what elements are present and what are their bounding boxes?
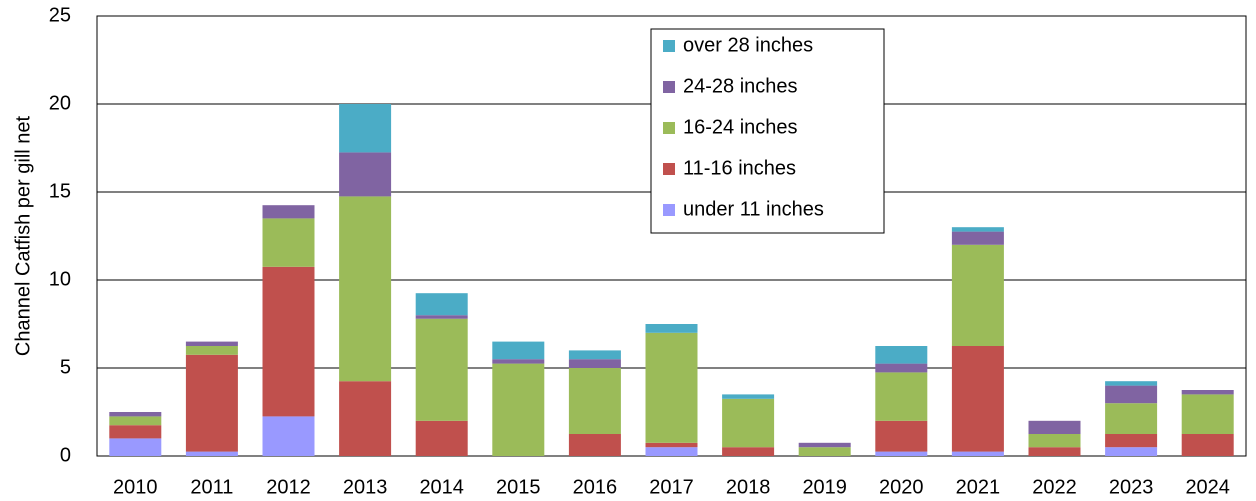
x-tick-label: 2021 [956,476,1001,498]
x-tick-label: 2015 [496,476,541,498]
x-tick-label: 2010 [113,476,158,498]
bar-segment [1105,381,1157,385]
bar-segment [569,368,621,434]
bar-segment [952,346,1004,452]
bar-segment [1182,390,1234,394]
y-axis-title: Channel Catfish per gill net [12,115,34,356]
legend-label: 11-16 inches [683,157,796,179]
x-tick-label: 2019 [802,476,847,498]
legend-swatch [663,163,675,175]
bar-segment [1105,447,1157,456]
bar-segment [339,104,391,152]
legend-swatch [663,81,675,93]
bar-segment [1182,434,1234,456]
bar-segment [492,364,544,456]
x-tick-label: 2023 [1109,476,1154,498]
x-tick-label: 2020 [879,476,924,498]
x-tick-label: 2014 [419,476,464,498]
y-tick-label: 15 [49,180,71,202]
x-tick-label: 2016 [573,476,618,498]
x-tick-label: 2018 [726,476,771,498]
bar-segment [1029,421,1081,434]
bar-segment [646,333,698,443]
bar-segment [722,394,774,398]
x-tick-label: 2017 [649,476,694,498]
bar-segment [416,319,468,421]
bar-segment [875,346,927,364]
bar-segment [263,205,315,218]
bar-segment [952,232,1004,245]
bar-segment [492,359,544,363]
bar-segment [416,315,468,319]
bar-segment [875,372,927,420]
bar-segment [263,416,315,456]
bar-segment [416,293,468,315]
bar-segment [186,452,238,456]
x-tick-label: 2011 [190,476,233,498]
bar-segment [109,425,161,438]
bar-segment [646,447,698,456]
x-tick-label: 2022 [1032,476,1077,498]
y-tick-label: 25 [49,4,71,26]
legend-label: under 11 inches [683,198,824,220]
bar-segment [799,443,851,447]
bar-segment [109,438,161,456]
bar-segment [875,364,927,373]
y-tick-label: 5 [60,356,71,378]
bar-segment [799,447,851,456]
legend-label: over 28 inches [683,34,813,56]
bar-segment [339,196,391,381]
bar-segment [875,421,927,452]
bar-segment [569,350,621,359]
bar-segment [875,452,927,456]
bar-segment [186,346,238,355]
bar-segment [263,218,315,266]
x-tick-label: 2013 [343,476,388,498]
chart: Channel Catfish per gill net 0 5 10 15 20 25 2… [0,0,1256,501]
bar-segment [109,412,161,416]
bar-segment [1182,394,1234,434]
bar-segment [646,324,698,333]
bar-segment [646,443,698,447]
bar-segment [1029,434,1081,447]
bar-segment [263,267,315,417]
bar-segment [952,452,1004,456]
bar-segment [1105,403,1157,434]
legend-label: 16-24 inches [683,116,798,138]
legend-label: 24-28 inches [683,75,798,97]
legend-swatch [663,122,675,134]
x-tick-label: 2012 [266,476,311,498]
bar-segment [569,359,621,368]
bar-segment [109,416,161,425]
bar-segment [1105,386,1157,404]
bar-segment [952,245,1004,346]
bar-segment [722,447,774,456]
x-tick-label: 2024 [1185,476,1230,498]
bar-segment [952,227,1004,231]
y-tick-label: 0 [60,444,71,466]
bar-segment [339,152,391,196]
bar-segment [186,355,238,452]
legend-swatch [663,204,675,216]
bar-segment [1029,447,1081,456]
bar-segment [1105,434,1157,447]
bar-segment [569,434,621,456]
y-tick-label: 20 [49,92,71,114]
legend-swatch [663,40,675,52]
bar-segment [416,421,468,456]
y-tick-label: 10 [49,268,71,290]
bar-segment [492,342,544,360]
bar-segment [722,399,774,447]
bar-segment [186,342,238,346]
bar-segment [339,381,391,456]
